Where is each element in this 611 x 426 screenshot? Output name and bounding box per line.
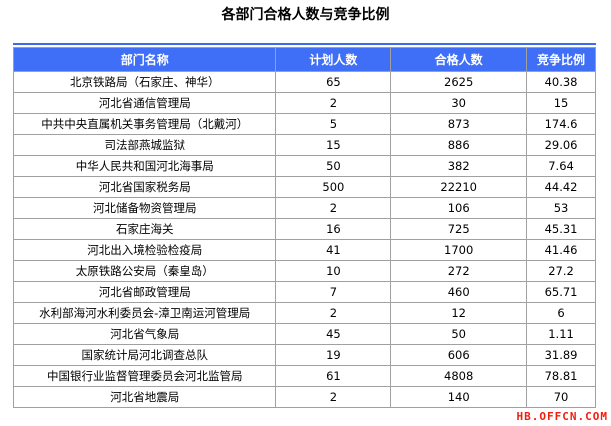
qualified-cell: 22210	[390, 176, 528, 198]
dept-cell: 河北出入境检验检疫局	[12, 239, 277, 261]
table-row: 河北省邮政管理局 7 460 65.71	[12, 281, 596, 303]
qualified-cell: 4808	[390, 365, 528, 387]
header-ratio: 竞争比例	[526, 47, 596, 72]
table-row: 河北省气象局 45 50 1.11	[12, 323, 596, 345]
header-dept: 部门名称	[12, 47, 277, 72]
qualified-cell: 725	[390, 218, 528, 240]
ratio-cell: 31.89	[526, 344, 596, 366]
plan-cell: 500	[275, 176, 392, 198]
dept-cell: 中国银行业监督管理委员会河北监管局	[12, 365, 277, 387]
ratio-cell: 41.46	[526, 239, 596, 261]
plan-cell: 2	[275, 386, 392, 408]
ratio-cell: 29.06	[526, 134, 596, 156]
dept-cell: 河北省地震局	[12, 386, 277, 408]
plan-cell: 7	[275, 281, 392, 303]
dept-cell: 石家庄海关	[12, 218, 277, 240]
table-row: 司法部燕城监狱 15 886 29.06	[12, 134, 596, 156]
ratio-cell: 15	[526, 92, 596, 114]
ratio-cell: 40.38	[526, 71, 596, 93]
table-row: 北京铁路局（石家庄、神华） 65 2625 40.38	[12, 71, 596, 93]
ratio-cell: 70	[526, 386, 596, 408]
table-row: 河北储备物资管理局 2 106 53	[12, 197, 596, 219]
qualified-cell: 30	[390, 92, 528, 114]
qualified-cell: 873	[390, 113, 528, 135]
qualified-cell: 272	[390, 260, 528, 282]
qualified-cell: 460	[390, 281, 528, 303]
dept-cell: 河北省通信管理局	[12, 92, 277, 114]
dept-cell: 河北省邮政管理局	[12, 281, 277, 303]
dept-cell: 水利部海河水利委员会-漳卫南运河管理局	[12, 302, 277, 324]
plan-cell: 41	[275, 239, 392, 261]
plan-cell: 5	[275, 113, 392, 135]
plan-cell: 10	[275, 260, 392, 282]
qualified-cell: 382	[390, 155, 528, 177]
qualified-cell: 106	[390, 197, 528, 219]
header-qualified: 合格人数	[390, 47, 528, 72]
qualified-cell: 50	[390, 323, 528, 345]
plan-cell: 16	[275, 218, 392, 240]
data-table: 部门名称 计划人数 合格人数 竞争比例 北京铁路局（石家庄、神华） 65 2625 4…	[12, 47, 596, 408]
ratio-cell: 53	[526, 197, 596, 219]
ratio-cell: 6	[526, 302, 596, 324]
table-row: 河北省地震局 2 140 70	[12, 386, 596, 408]
table-row: 国家统计局河北调查总队 19 606 31.89	[12, 344, 596, 366]
plan-cell: 50	[275, 155, 392, 177]
table-row: 河北省通信管理局 2 30 15	[12, 92, 596, 114]
divider	[13, 43, 596, 45]
ratio-cell: 78.81	[526, 365, 596, 387]
ratio-cell: 7.64	[526, 155, 596, 177]
plan-cell: 2	[275, 92, 392, 114]
qualified-cell: 12	[390, 302, 528, 324]
ratio-cell: 44.42	[526, 176, 596, 198]
header-row: 部门名称 计划人数 合格人数 竞争比例	[12, 47, 596, 72]
qualified-cell: 1700	[390, 239, 528, 261]
table-row: 石家庄海关 16 725 45.31	[12, 218, 596, 240]
table-row: 河北省国家税务局 500 22210 44.42	[12, 176, 596, 198]
dept-cell: 中共中央直属机关事务管理局（北戴河）	[12, 113, 277, 135]
qualified-cell: 886	[390, 134, 528, 156]
ratio-cell: 174.6	[526, 113, 596, 135]
dept-cell: 中华人民共和国河北海事局	[12, 155, 277, 177]
plan-cell: 2	[275, 302, 392, 324]
plan-cell: 45	[275, 323, 392, 345]
dept-cell: 国家统计局河北调查总队	[12, 344, 277, 366]
table-row: 中国银行业监督管理委员会河北监管局 61 4808 78.81	[12, 365, 596, 387]
table-row: 水利部海河水利委员会-漳卫南运河管理局 2 12 6	[12, 302, 596, 324]
ratio-cell: 1.11	[526, 323, 596, 345]
table-row: 中华人民共和国河北海事局 50 382 7.64	[12, 155, 596, 177]
qualified-cell: 140	[390, 386, 528, 408]
dept-cell: 河北省气象局	[12, 323, 277, 345]
ratio-cell: 45.31	[526, 218, 596, 240]
plan-cell: 19	[275, 344, 392, 366]
qualified-cell: 606	[390, 344, 528, 366]
dept-cell: 司法部燕城监狱	[12, 134, 277, 156]
qualified-cell: 2625	[390, 71, 528, 93]
page-title: 各部门合格人数与竞争比例	[221, 7, 390, 23]
ratio-cell: 27.2	[526, 260, 596, 282]
watermark: HB.OFFCN.COM	[516, 410, 608, 423]
dept-cell: 北京铁路局（石家庄、神华）	[12, 71, 277, 93]
table-row: 太原铁路公安局（秦皇岛） 10 272 27.2	[12, 260, 596, 282]
plan-cell: 2	[275, 197, 392, 219]
table-row: 中共中央直属机关事务管理局（北戴河） 5 873 174.6	[12, 113, 596, 135]
header-plan: 计划人数	[275, 47, 392, 72]
plan-cell: 15	[275, 134, 392, 156]
table-row: 河北出入境检验检疫局 41 1700 41.46	[12, 239, 596, 261]
dept-cell: 河北省国家税务局	[12, 176, 277, 198]
dept-cell: 太原铁路公安局（秦皇岛）	[12, 260, 277, 282]
ratio-cell: 65.71	[526, 281, 596, 303]
dept-cell: 河北储备物资管理局	[12, 197, 277, 219]
plan-cell: 61	[275, 365, 392, 387]
plan-cell: 65	[275, 71, 392, 93]
